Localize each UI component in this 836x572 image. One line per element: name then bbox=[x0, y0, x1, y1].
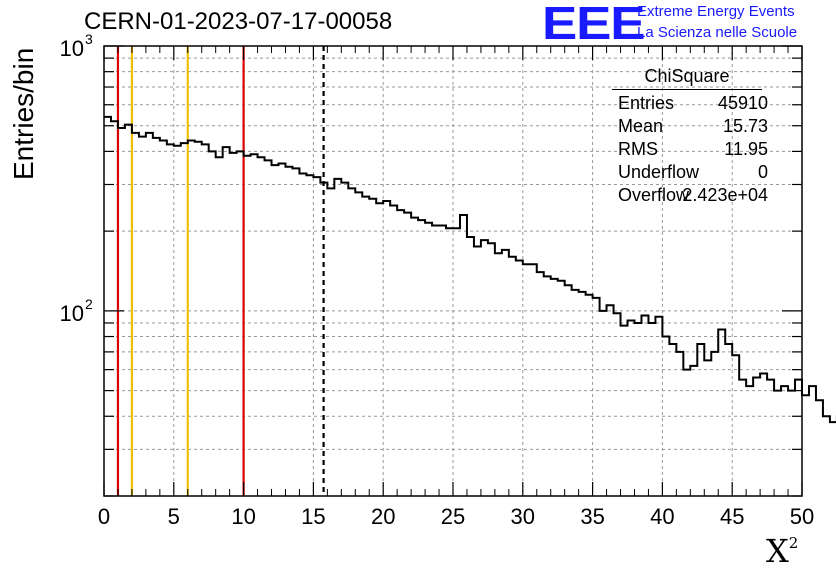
stats-title: ChiSquare bbox=[612, 66, 762, 90]
x-tick-label: 0 bbox=[98, 504, 110, 529]
stats-value: 15.73 bbox=[722, 116, 768, 136]
y-tick-label: 10 bbox=[60, 301, 84, 326]
marker-lines bbox=[116, 46, 325, 496]
stats-key: Underflow bbox=[618, 162, 700, 182]
eee-logo: EEE bbox=[542, 0, 646, 49]
stats-key: Mean bbox=[618, 116, 664, 136]
x-tick-label: 15 bbox=[301, 504, 325, 529]
x-tick-label: 5 bbox=[168, 504, 180, 529]
histogram-series bbox=[104, 115, 836, 424]
x-tick-label: 50 bbox=[790, 504, 814, 529]
x-tick-label: 30 bbox=[511, 504, 535, 529]
x-tick-label: 20 bbox=[371, 504, 395, 529]
y-axis-label: Entries/bin bbox=[8, 47, 39, 180]
stats-key: Overflow bbox=[618, 185, 690, 205]
stats-row-underflow: Underflow 0 bbox=[612, 161, 772, 184]
x-tick-label: 10 bbox=[231, 504, 255, 529]
logo-line-1: Extreme Energy Events bbox=[637, 3, 795, 20]
grid-lines bbox=[104, 46, 802, 496]
y-tick-exponent: 2 bbox=[85, 296, 93, 312]
stats-row-rms: RMS 11.95 bbox=[612, 138, 772, 161]
stats-key: Entries bbox=[618, 93, 675, 113]
y-tick-exponent: 3 bbox=[85, 31, 93, 47]
x-tick-label: 25 bbox=[441, 504, 465, 529]
x-tick-label: 45 bbox=[720, 504, 744, 529]
x-axis-label: X2 bbox=[766, 532, 799, 570]
stats-row-overflow: Overflow 2.423e+04 bbox=[612, 184, 772, 207]
stats-key: RMS bbox=[618, 139, 658, 159]
stats-row-mean: Mean 15.73 bbox=[612, 115, 772, 138]
x-tick-label: 40 bbox=[650, 504, 674, 529]
chart-title: CERN-01-2023-07-17-00058 bbox=[84, 8, 393, 35]
logo-line-2: La Scienza nelle Scuole bbox=[637, 24, 798, 41]
stats-value: 0 bbox=[757, 162, 768, 182]
x-tick-label: 35 bbox=[580, 504, 604, 529]
stats-value: 2.423e+04 bbox=[682, 185, 768, 205]
stats-value: 45910 bbox=[717, 93, 768, 113]
stats-box: ChiSquare Entries 45910 Mean 15.73 RMS 1… bbox=[612, 66, 772, 207]
axis-ticks bbox=[103, 45, 803, 497]
stats-row-entries: Entries 45910 bbox=[612, 92, 772, 115]
y-tick-label: 10 bbox=[60, 36, 84, 61]
stats-value: 11.95 bbox=[724, 139, 768, 159]
